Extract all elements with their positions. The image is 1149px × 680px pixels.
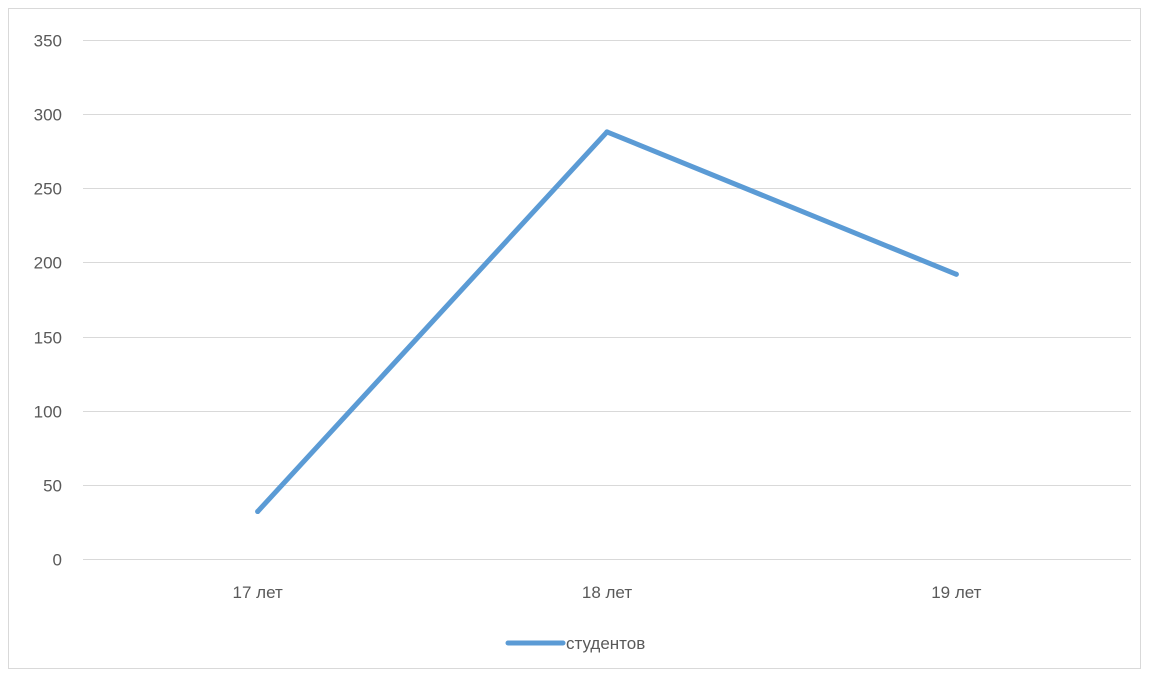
chart-border bbox=[8, 8, 1141, 669]
y-tick-label: 200 bbox=[34, 254, 62, 273]
data-point bbox=[255, 509, 261, 515]
y-tick-label: 0 bbox=[53, 551, 62, 570]
x-tick-label: 18 лет bbox=[582, 583, 632, 602]
legend-label: студентов bbox=[566, 634, 645, 653]
data-point bbox=[953, 271, 959, 277]
x-tick-label: 17 лет bbox=[233, 583, 283, 602]
gridlines bbox=[83, 40, 1131, 560]
y-tick-label: 100 bbox=[34, 403, 62, 422]
series-lines bbox=[255, 129, 959, 515]
y-tick-label: 150 bbox=[34, 329, 62, 348]
y-tick-label: 350 bbox=[34, 32, 62, 51]
x-tick-label: 19 лет bbox=[931, 583, 981, 602]
y-axis-tick-labels: 0 50 100 150 200 250 300 350 bbox=[34, 32, 62, 570]
y-tick-label: 300 bbox=[34, 106, 62, 125]
x-axis-tick-labels: 17 лет 18 лет 19 лет bbox=[233, 583, 982, 602]
legend: студентов bbox=[505, 634, 645, 653]
y-tick-label: 250 bbox=[34, 180, 62, 199]
y-tick-label: 50 bbox=[43, 477, 62, 496]
data-point bbox=[604, 129, 610, 135]
